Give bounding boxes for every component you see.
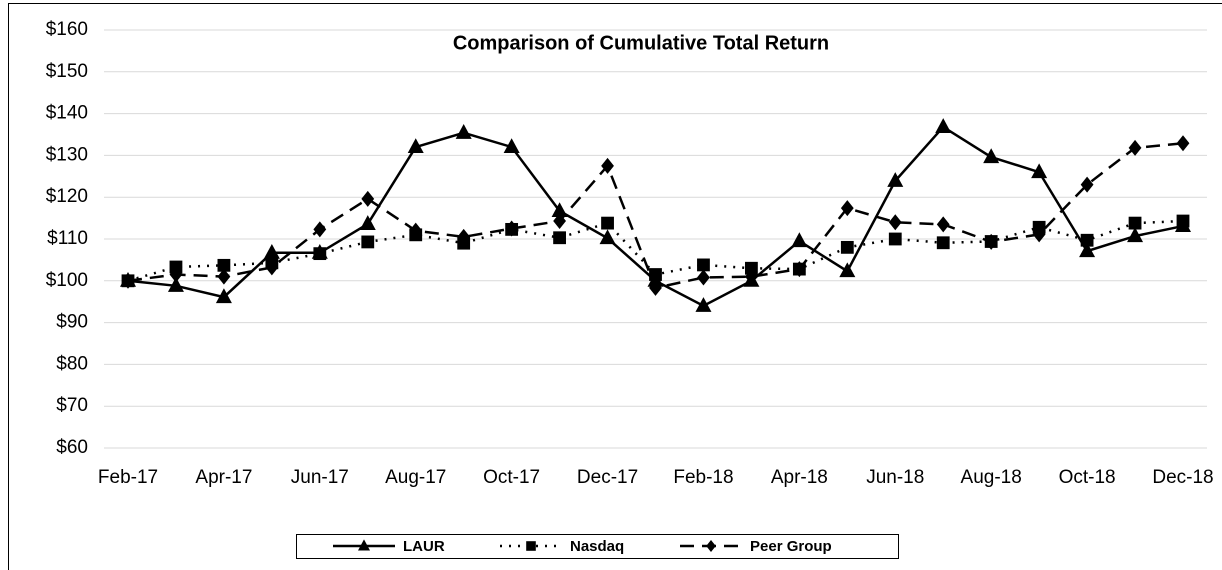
data-point [983,148,1000,164]
data-point [409,222,423,239]
data-point [361,235,375,249]
data-point [551,202,568,217]
data-point [599,229,616,245]
x-tick-label: Feb-17 [98,467,158,488]
data-point [649,268,662,281]
y-tick-label: $150 [46,61,88,82]
y-tick-label: $140 [46,103,88,124]
y-tick-label: $100 [46,270,88,291]
data-point [601,216,614,230]
legend-marker [706,540,716,552]
y-tick-label: $90 [56,312,88,333]
legend-label: Nasdaq [570,538,624,555]
x-tick-label: Dec-17 [577,467,638,488]
data-point [215,288,232,304]
y-tick-label: $70 [56,395,88,416]
x-tick-label: Oct-17 [483,467,540,488]
data-point [888,232,902,246]
data-point [359,215,376,230]
data-point [313,247,327,261]
x-tick-label: Jun-18 [866,467,924,488]
y-tick-label: $160 [46,19,88,40]
data-point [553,231,566,245]
data-point [553,213,566,230]
data-point [263,243,280,259]
data-point [313,221,327,238]
x-tick-label: Aug-17 [385,467,446,488]
data-point [936,236,950,250]
data-point [697,269,710,286]
data-point [840,240,854,254]
data-point [505,220,519,237]
data-point [1127,227,1144,243]
y-tick-label: $80 [56,353,88,374]
x-tick-label: Jun-17 [291,467,349,488]
x-tick-label: Apr-18 [771,467,828,488]
data-point [887,172,904,187]
legend-label: LAUR [403,538,445,555]
x-tick-label: Dec-18 [1152,467,1213,488]
data-point [649,279,662,296]
data-point [935,118,952,133]
data-point [1032,226,1046,243]
legend-marker [526,541,536,551]
data-point [936,216,950,233]
data-point [695,297,712,312]
data-point [1176,214,1190,228]
data-point [167,277,184,292]
data-point [1128,216,1142,230]
data-point [1176,135,1190,152]
series-line [127,219,1184,283]
data-point [1080,176,1094,193]
data-point [984,233,998,250]
y-tick-label: $60 [56,437,88,458]
legend-label: Peer Group [750,538,832,555]
y-tick-label: $110 [47,228,88,249]
data-point [217,258,231,272]
data-point [361,190,375,207]
x-tick-label: Oct-18 [1059,467,1116,488]
data-point [745,261,758,275]
data-point [169,266,183,283]
x-tick-label: Feb-18 [673,467,733,488]
data-point [407,138,424,154]
data-point [697,258,710,272]
data-point [1079,242,1096,258]
data-point [840,200,854,217]
data-point [457,228,471,245]
y-tick-label: $130 [46,144,88,165]
data-point [265,259,279,276]
data-point [791,232,808,248]
x-tick-label: Aug-18 [961,467,1022,488]
x-tick-label: Apr-17 [195,467,252,488]
data-point [888,214,902,231]
y-tick-label: $120 [46,186,88,207]
data-point [1080,233,1094,247]
data-point [745,268,758,285]
data-point [1128,139,1142,156]
legend-box [296,534,899,559]
chart-frame [8,3,1222,570]
data-point [217,268,231,285]
data-point [455,124,472,139]
legend-marker [358,539,370,551]
legend: LAUR Nasdaq Peer Group [296,534,899,559]
chart-title: Comparison of Cumulative Total Return [453,32,829,54]
data-point [1031,163,1048,179]
data-point [792,261,806,278]
data-point [121,272,135,289]
data-point [601,157,614,174]
data-point [503,138,520,154]
data-point [839,262,856,278]
series-line [127,142,1184,290]
